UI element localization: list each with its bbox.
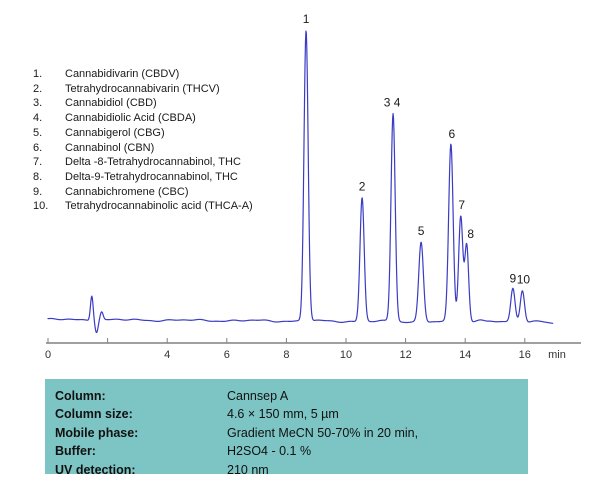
compound-legend: 1. Cannabidivarin (CBDV) 2. Tetrahydrocanna… xyxy=(33,67,253,214)
info-row-label: Column size: xyxy=(55,407,133,422)
peak-label-10: 10 xyxy=(517,272,531,286)
peak-label-8: 8 xyxy=(467,227,474,241)
info-row: Column size: 4.6 × 150 mm, 5 µm xyxy=(55,405,528,423)
legend-item-6: 6. Cannabinol (CBN) xyxy=(33,141,253,156)
legend-item-number: 10. xyxy=(33,200,49,213)
legend-item-number: 4. xyxy=(33,112,43,125)
x-tick-label: 6 xyxy=(224,349,230,361)
info-row: Buffer: H2SO4 - 0.1 % xyxy=(55,442,528,460)
legend-item-number: 1. xyxy=(33,68,43,80)
legend-item-number: 6. xyxy=(33,141,43,154)
x-tick-label: 16 xyxy=(519,349,531,361)
peak-label-9: 9 xyxy=(510,271,517,285)
method-info-box: Column: Cannsep A Column size: 4.6 × 150 mm… xyxy=(45,379,528,477)
legend-item-name: Tetrahydrocannabivarin (THCV) xyxy=(65,82,220,95)
x-tick-label: 12 xyxy=(399,349,411,361)
peak-label-5: 5 xyxy=(418,224,425,238)
legend-item-name: Cannabigerol (CBG) xyxy=(65,126,165,139)
legend-item-7: 7. Delta -8-Tetrahydrocannabinol, THC xyxy=(33,155,253,170)
info-row-label: Column: xyxy=(55,389,106,403)
peak-label-1: 1 xyxy=(303,12,310,26)
info-row-value: Cannsep A xyxy=(227,389,289,403)
legend-item-5: 5. Cannabigerol (CBG) xyxy=(33,126,253,141)
x-tick-label: 10 xyxy=(340,349,352,361)
legend-item-10: 10. Tetrahydrocannabinolic acid (THCA-A) xyxy=(33,199,253,214)
legend-item-name: Delta -8-Tetrahydrocannabinol, THC xyxy=(65,156,241,169)
info-row-label: Mobile phase: xyxy=(55,425,139,440)
legend-item-name: Cannabidiol (CBD) xyxy=(65,97,157,110)
legend-item-number: 5. xyxy=(33,126,43,139)
legend-item-name: Cannabidiolic Acid (CBDA) xyxy=(65,112,196,125)
info-row: Column: Cannsep A xyxy=(55,387,528,405)
x-tick-label: 4 xyxy=(164,349,170,361)
peak-label-6: 6 xyxy=(449,127,456,141)
x-axis-unit-label: min xyxy=(548,349,566,361)
legend-item-9: 9. Cannabichromene (CBC) xyxy=(33,185,253,200)
info-row-label: UV detection: xyxy=(55,462,136,477)
legend-item-number: 7. xyxy=(33,156,43,169)
info-row: Mobile phase: Gradient MeCN 50-70% in 20 … xyxy=(55,424,528,442)
x-tick-label: 8 xyxy=(283,349,289,361)
legend-item-1: 1. Cannabidivarin (CBDV) xyxy=(33,67,253,82)
info-row-value: H2SO4 - 0.1 % xyxy=(227,444,312,459)
peak-label-7: 7 xyxy=(458,198,465,212)
legend-item-8: 8. Delta-9-Tetrahydrocannabinol, THC xyxy=(33,170,253,185)
info-row-value: 4.6 × 150 mm, 5 µm xyxy=(227,407,339,422)
info-row-value: 210 nm xyxy=(227,462,269,477)
legend-item-name: Cannabinol (CBN) xyxy=(65,141,155,154)
peak-label-3-4: 3 4 xyxy=(384,96,401,110)
legend-item-number: 9. xyxy=(33,185,43,198)
legend-item-name: Cannabichromene (CBC) xyxy=(65,185,189,198)
legend-item-name: Tetrahydrocannabinolic acid (THCA-A) xyxy=(65,200,253,213)
peak-label-2: 2 xyxy=(359,179,366,193)
legend-item-name: Cannabidivarin (CBDV) xyxy=(65,68,180,80)
legend-item-4: 4. Cannabidiolic Acid (CBDA) xyxy=(33,111,253,126)
info-row: UV detection: 210 nm xyxy=(55,461,528,479)
chromatogram-trace xyxy=(47,30,554,334)
legend-item-3: 3. Cannabidiol (CBD) xyxy=(33,96,253,111)
legend-item-2: 2. Tetrahydrocannabivarin (THCV) xyxy=(33,82,253,97)
legend-item-number: 3. xyxy=(33,97,43,110)
legend-item-number: 2. xyxy=(33,82,43,95)
info-row-label: Buffer: xyxy=(55,444,96,459)
legend-item-name: Delta-9-Tetrahydrocannabinol, THC xyxy=(65,170,238,183)
x-tick-label: 0 xyxy=(45,349,51,361)
info-row-value: Gradient MeCN 50-70% in 20 min, xyxy=(227,425,419,440)
x-tick-label: 14 xyxy=(459,349,471,361)
legend-item-number: 8. xyxy=(33,170,43,183)
